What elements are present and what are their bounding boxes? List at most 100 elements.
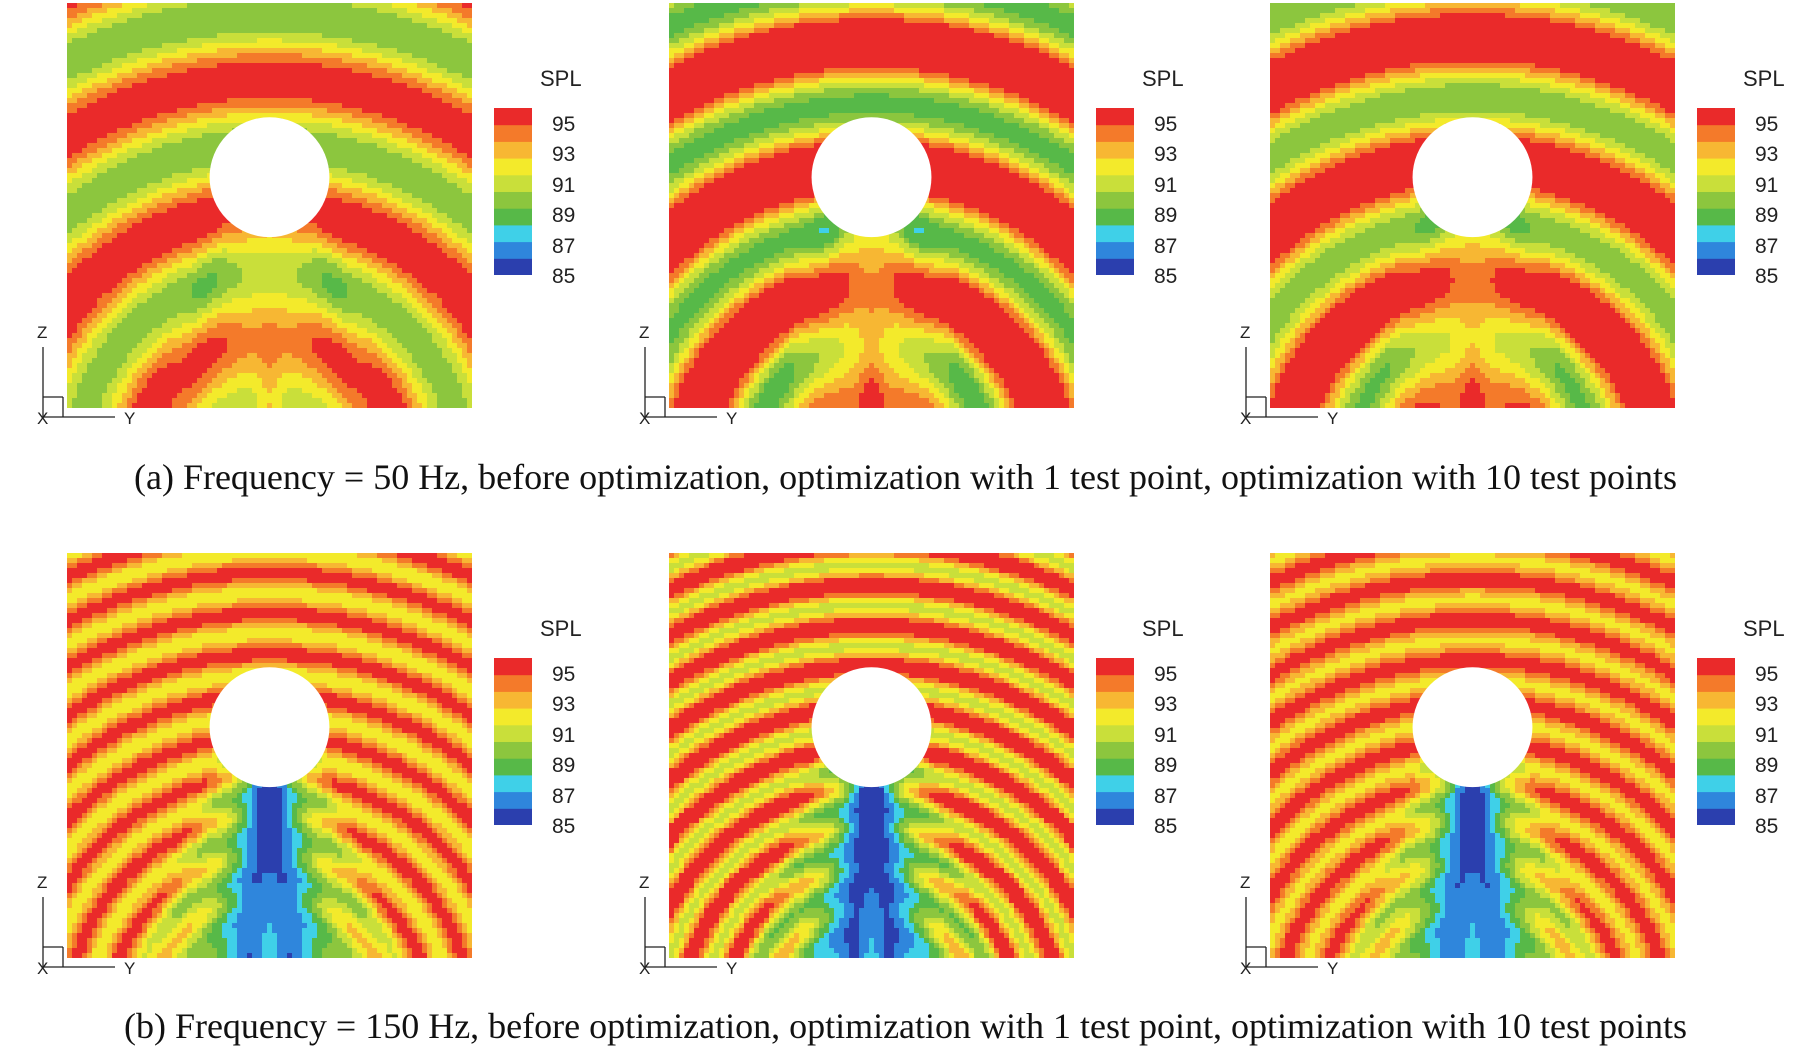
spl-cell [182, 253, 188, 259]
spl-cell [352, 58, 358, 64]
spl-cell [152, 13, 158, 19]
spl-cell [447, 228, 453, 234]
spl-cell [67, 33, 73, 39]
spl-cell [377, 183, 383, 189]
spl-cell [417, 133, 423, 139]
spl-cell [147, 303, 153, 309]
spl-cell [167, 83, 173, 89]
spl-cell [72, 148, 78, 154]
spl-cell [72, 123, 78, 129]
spl-cell [222, 303, 228, 309]
spl-cell [67, 148, 73, 154]
spl-cell [137, 268, 143, 274]
spl-cell [222, 233, 228, 239]
spl-cell [377, 253, 383, 259]
spl-cell [182, 133, 188, 139]
spl-cell [247, 263, 253, 269]
spl-cell [217, 13, 223, 19]
spl-cell [187, 158, 193, 164]
spl-cell [72, 238, 78, 244]
spl-cell [272, 18, 278, 24]
spl-cell [137, 83, 143, 89]
spl-cell [112, 163, 118, 169]
spl-cell [342, 113, 348, 119]
spl-cell [132, 253, 138, 259]
spl-cell [197, 183, 203, 189]
spl-cell [382, 203, 388, 209]
spl-cell [292, 268, 298, 274]
spl-cell [197, 33, 203, 39]
spl-cell [67, 18, 73, 24]
spl-cell [302, 268, 308, 274]
spl-cell [362, 203, 368, 209]
spl-cell [172, 178, 178, 184]
spl-cell [107, 183, 113, 189]
spl-cell [337, 3, 343, 9]
spl-cell [117, 153, 123, 159]
spl-cell [372, 213, 378, 219]
spl-cell [367, 138, 373, 144]
spl-cell [217, 223, 223, 229]
spl-cell [137, 208, 143, 214]
spl-cell [147, 248, 153, 254]
spl-cell [292, 238, 298, 244]
spl-cell [97, 73, 103, 79]
spl-cell [402, 68, 408, 74]
spl-cell [82, 113, 88, 119]
spl-cell [322, 23, 328, 29]
spl-cell [407, 123, 413, 129]
spl-cell [212, 213, 218, 219]
spl-cell [77, 158, 83, 164]
spl-cell [457, 13, 463, 19]
spl-cell [102, 28, 108, 34]
spl-cell [162, 173, 168, 179]
spl-cell [427, 198, 433, 204]
spl-cell [357, 263, 363, 269]
spl-cell [182, 263, 188, 269]
spl-cell [67, 273, 73, 279]
spl-cell [72, 193, 78, 199]
spl-cell [312, 23, 318, 29]
spl-cell [192, 108, 198, 114]
spl-cell [332, 253, 338, 259]
spl-cell [182, 238, 188, 244]
spl-cell [447, 188, 453, 194]
spl-cell [312, 243, 318, 249]
spl-cell [152, 148, 158, 154]
spl-cell [72, 153, 78, 159]
spl-cell [87, 253, 93, 259]
spl-cell [412, 243, 418, 249]
spl-cell [352, 253, 358, 259]
spl-cell [412, 98, 418, 104]
spl-cell [407, 148, 413, 154]
spl-cell [452, 8, 458, 14]
spl-cell [332, 278, 338, 284]
spl-cell [407, 48, 413, 54]
spl-cell [152, 198, 158, 204]
spl-cell [152, 248, 158, 254]
spl-cell [232, 48, 238, 54]
spl-cell [362, 28, 368, 34]
spl-cell [397, 33, 403, 39]
spl-cell [152, 98, 158, 104]
spl-cell [172, 258, 178, 264]
spl-cell [152, 138, 158, 144]
spl-cell [67, 248, 73, 254]
spl-cell [397, 303, 403, 309]
spl-cell [412, 263, 418, 269]
spl-cell [347, 193, 353, 199]
spl-cell [177, 133, 183, 139]
spl-cell [177, 193, 183, 199]
spl-cell [112, 263, 118, 269]
spl-cell [342, 48, 348, 54]
spl-cell [342, 183, 348, 189]
spl-cell [82, 118, 88, 124]
spl-cell [367, 238, 373, 244]
spl-cell [402, 273, 408, 279]
spl-cell [402, 78, 408, 84]
spl-cell [437, 123, 443, 129]
spl-cell [257, 108, 263, 114]
spl-cell [407, 233, 413, 239]
spl-cell [182, 83, 188, 89]
spl-cell [167, 203, 173, 209]
